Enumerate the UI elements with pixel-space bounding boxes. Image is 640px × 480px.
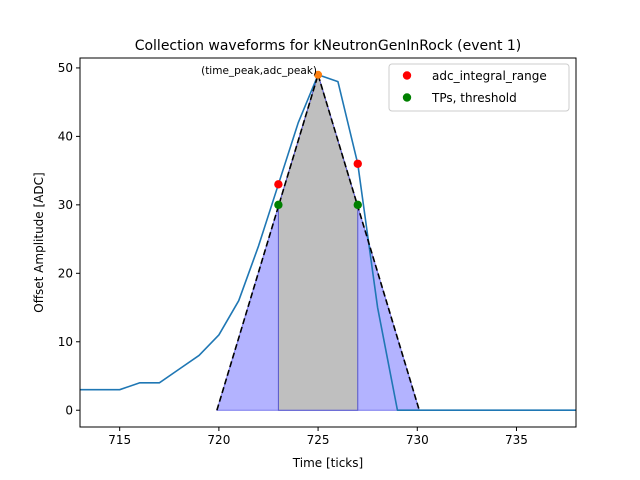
- peak-annotation: (time_peak,adc_peak): [201, 65, 317, 77]
- x-tick-label: 730: [406, 433, 429, 447]
- chart-title: Collection waveforms for kNeutronGenInRo…: [135, 38, 522, 54]
- adc-integral-point: [274, 180, 283, 189]
- y-axis-label: Offset Amplitude [ADC]: [32, 172, 46, 312]
- legend-box: [388, 63, 570, 112]
- x-tick-label: 735: [505, 433, 528, 447]
- y-tick-label: 30: [58, 198, 73, 212]
- adc-integral-point: [353, 159, 362, 168]
- y-tick-label: 40: [58, 130, 73, 144]
- axes: 715 720 725 730 735 0 10 20 30 40 50: [58, 61, 528, 447]
- legend: adc_integral_range TPs, threshold: [388, 63, 570, 112]
- legend-adc-marker: [402, 71, 412, 80]
- legend-tp-marker: [402, 93, 412, 102]
- peak-point: [314, 70, 323, 79]
- waveform-line: [80, 73, 576, 412]
- x-tick-label: 720: [207, 433, 230, 447]
- y-tick-label: 10: [58, 335, 73, 349]
- tp-threshold-point: [274, 200, 283, 210]
- x-tick-label: 715: [108, 433, 131, 447]
- y-tick-label: 0: [65, 403, 73, 417]
- y-tick-label: 50: [58, 61, 73, 75]
- y-tick-label: 20: [58, 267, 73, 281]
- plot-frame: [79, 57, 577, 428]
- legend-tp-label: TPs, threshold: [431, 91, 517, 105]
- x-tick-label: 725: [307, 433, 330, 447]
- plot-area: [80, 70, 576, 412]
- tp-threshold-point: [353, 200, 362, 210]
- legend-adc-label: adc_integral_range: [432, 69, 547, 83]
- x-axis-label: Time [ticks]: [292, 456, 363, 470]
